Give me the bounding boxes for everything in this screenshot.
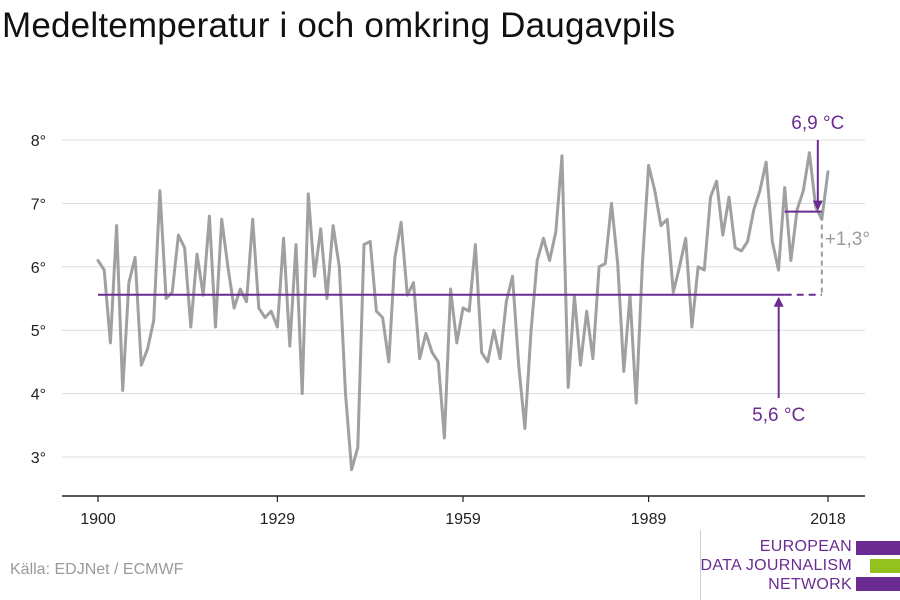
logo-line-data-journalism: DATA JOURNALISM <box>700 557 852 574</box>
reference-lines: +1,3° 6,9 °C 5,6 °C <box>98 113 870 426</box>
x-tick-label-2018: 2018 <box>810 511 846 528</box>
x-axis-ticks: 1900 1929 1959 1989 2018 <box>80 496 846 528</box>
chart-title: Medeltemperatur i och omkring Daugavpils <box>2 6 676 45</box>
recent-value-label: 6,9 °C <box>791 113 844 134</box>
grid-lines <box>62 139 865 458</box>
change-label: +1,3° <box>825 229 870 250</box>
edjnet-logo: EUROPEAN DATA JOURNALISM NETWORK <box>700 530 900 600</box>
series-layer <box>96 151 830 472</box>
temperature-series-line <box>96 151 830 472</box>
x-tick-label-1929: 1929 <box>260 511 296 528</box>
y-tick-label-8: 8° <box>31 133 46 150</box>
y-tick-label-6: 6° <box>31 260 46 277</box>
logo-bar-green <box>870 559 900 573</box>
logo-bar-purple-bottom <box>856 577 900 591</box>
logo-line-network: NETWORK <box>768 576 852 593</box>
logo-bar-purple-top <box>856 541 900 555</box>
logo-line-european: EUROPEAN <box>759 538 852 555</box>
y-axis-tick-labels: 3° 4° 5° 6° 7° 8° <box>31 133 46 467</box>
y-tick-label-5: 5° <box>31 323 46 340</box>
baseline-arrow-head <box>773 296 784 307</box>
logo-divider <box>700 530 701 600</box>
x-tick-label-1989: 1989 <box>631 511 667 528</box>
recent-arrow-head <box>812 200 823 211</box>
x-tick-label-1900: 1900 <box>80 511 116 528</box>
y-tick-label-7: 7° <box>31 196 46 213</box>
y-tick-label-3: 3° <box>31 450 46 467</box>
baseline-value-label: 5,6 °C <box>752 405 805 426</box>
x-tick-label-1959: 1959 <box>445 511 481 528</box>
source-credit: Källa: EDJNet / ECMWF <box>10 561 184 578</box>
y-tick-label-4: 4° <box>31 387 46 404</box>
